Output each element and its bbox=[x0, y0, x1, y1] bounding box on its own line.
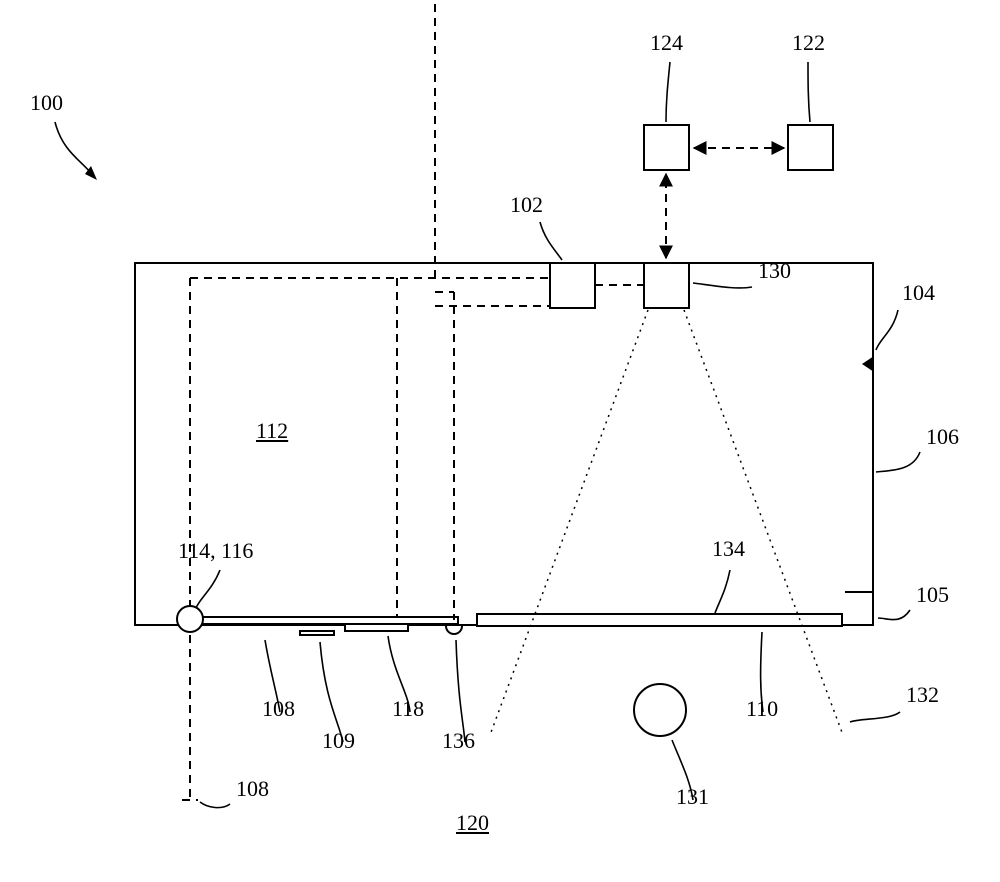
ref-n130: 130 bbox=[758, 258, 791, 284]
ref-n136: 136 bbox=[442, 728, 475, 754]
ref-n106: 106 bbox=[926, 424, 959, 450]
ref-n108b: 108 bbox=[236, 776, 269, 802]
ref-n109: 109 bbox=[322, 728, 355, 754]
ref-n104: 104 bbox=[902, 280, 935, 306]
ref-n122: 122 bbox=[792, 30, 825, 56]
ref-n114_116: 114, 116 bbox=[178, 538, 253, 564]
dotted-layer bbox=[490, 310, 843, 735]
ref-n108a: 108 bbox=[262, 696, 295, 722]
diagram-svg bbox=[0, 0, 1000, 882]
ref-n124: 124 bbox=[650, 30, 683, 56]
ref-n118: 118 bbox=[392, 696, 424, 722]
ref-n105: 105 bbox=[916, 582, 949, 608]
ref-n100: 100 bbox=[30, 90, 63, 116]
ref-n132: 132 bbox=[906, 682, 939, 708]
ref-n120: 120 bbox=[456, 810, 489, 836]
leader-layer bbox=[55, 62, 920, 808]
diagram-canvas: 100 102 104 105 106 108 108 109 110 112 114, 116 11… bbox=[0, 0, 1000, 882]
ref-n131: 131 bbox=[676, 784, 709, 810]
ref-n102: 102 bbox=[510, 192, 543, 218]
solid-layer bbox=[135, 125, 873, 736]
ref-n110: 110 bbox=[746, 696, 778, 722]
ref-n112: 112 bbox=[256, 418, 288, 444]
ref-n134: 134 bbox=[712, 536, 745, 562]
